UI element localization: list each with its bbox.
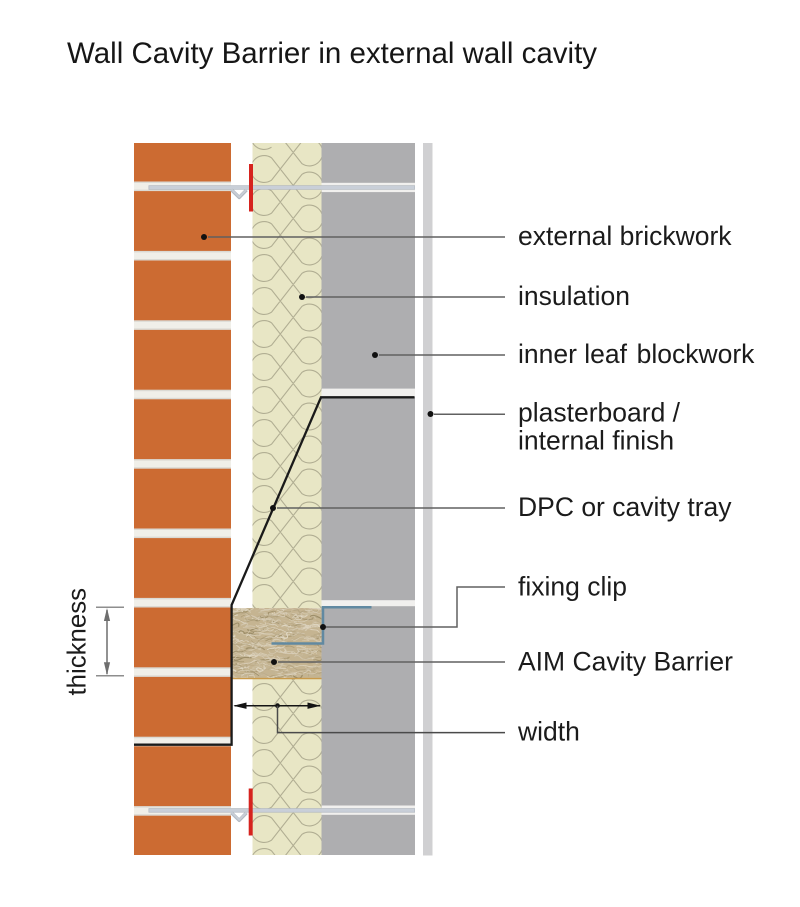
svg-text:fixing clip: fixing clip — [518, 572, 627, 602]
svg-text:plasterboard /: plasterboard / — [518, 398, 681, 428]
svg-text:insulation: insulation — [518, 281, 630, 311]
svg-text:internal finish: internal finish — [518, 426, 674, 456]
svg-text:Wall Cavity Barrier in externa: Wall Cavity Barrier in external wall cav… — [67, 37, 597, 70]
svg-text:thickness: thickness — [64, 588, 92, 696]
svg-text:AIM Cavity Barrier: AIM Cavity Barrier — [518, 647, 733, 677]
svg-text:external brickwork: external brickwork — [518, 221, 732, 251]
svg-text:DPC or cavity tray: DPC or cavity tray — [518, 492, 732, 522]
svg-text:inner leaf blockwork: inner leaf blockwork — [518, 339, 755, 369]
svg-text:width: width — [517, 717, 580, 747]
